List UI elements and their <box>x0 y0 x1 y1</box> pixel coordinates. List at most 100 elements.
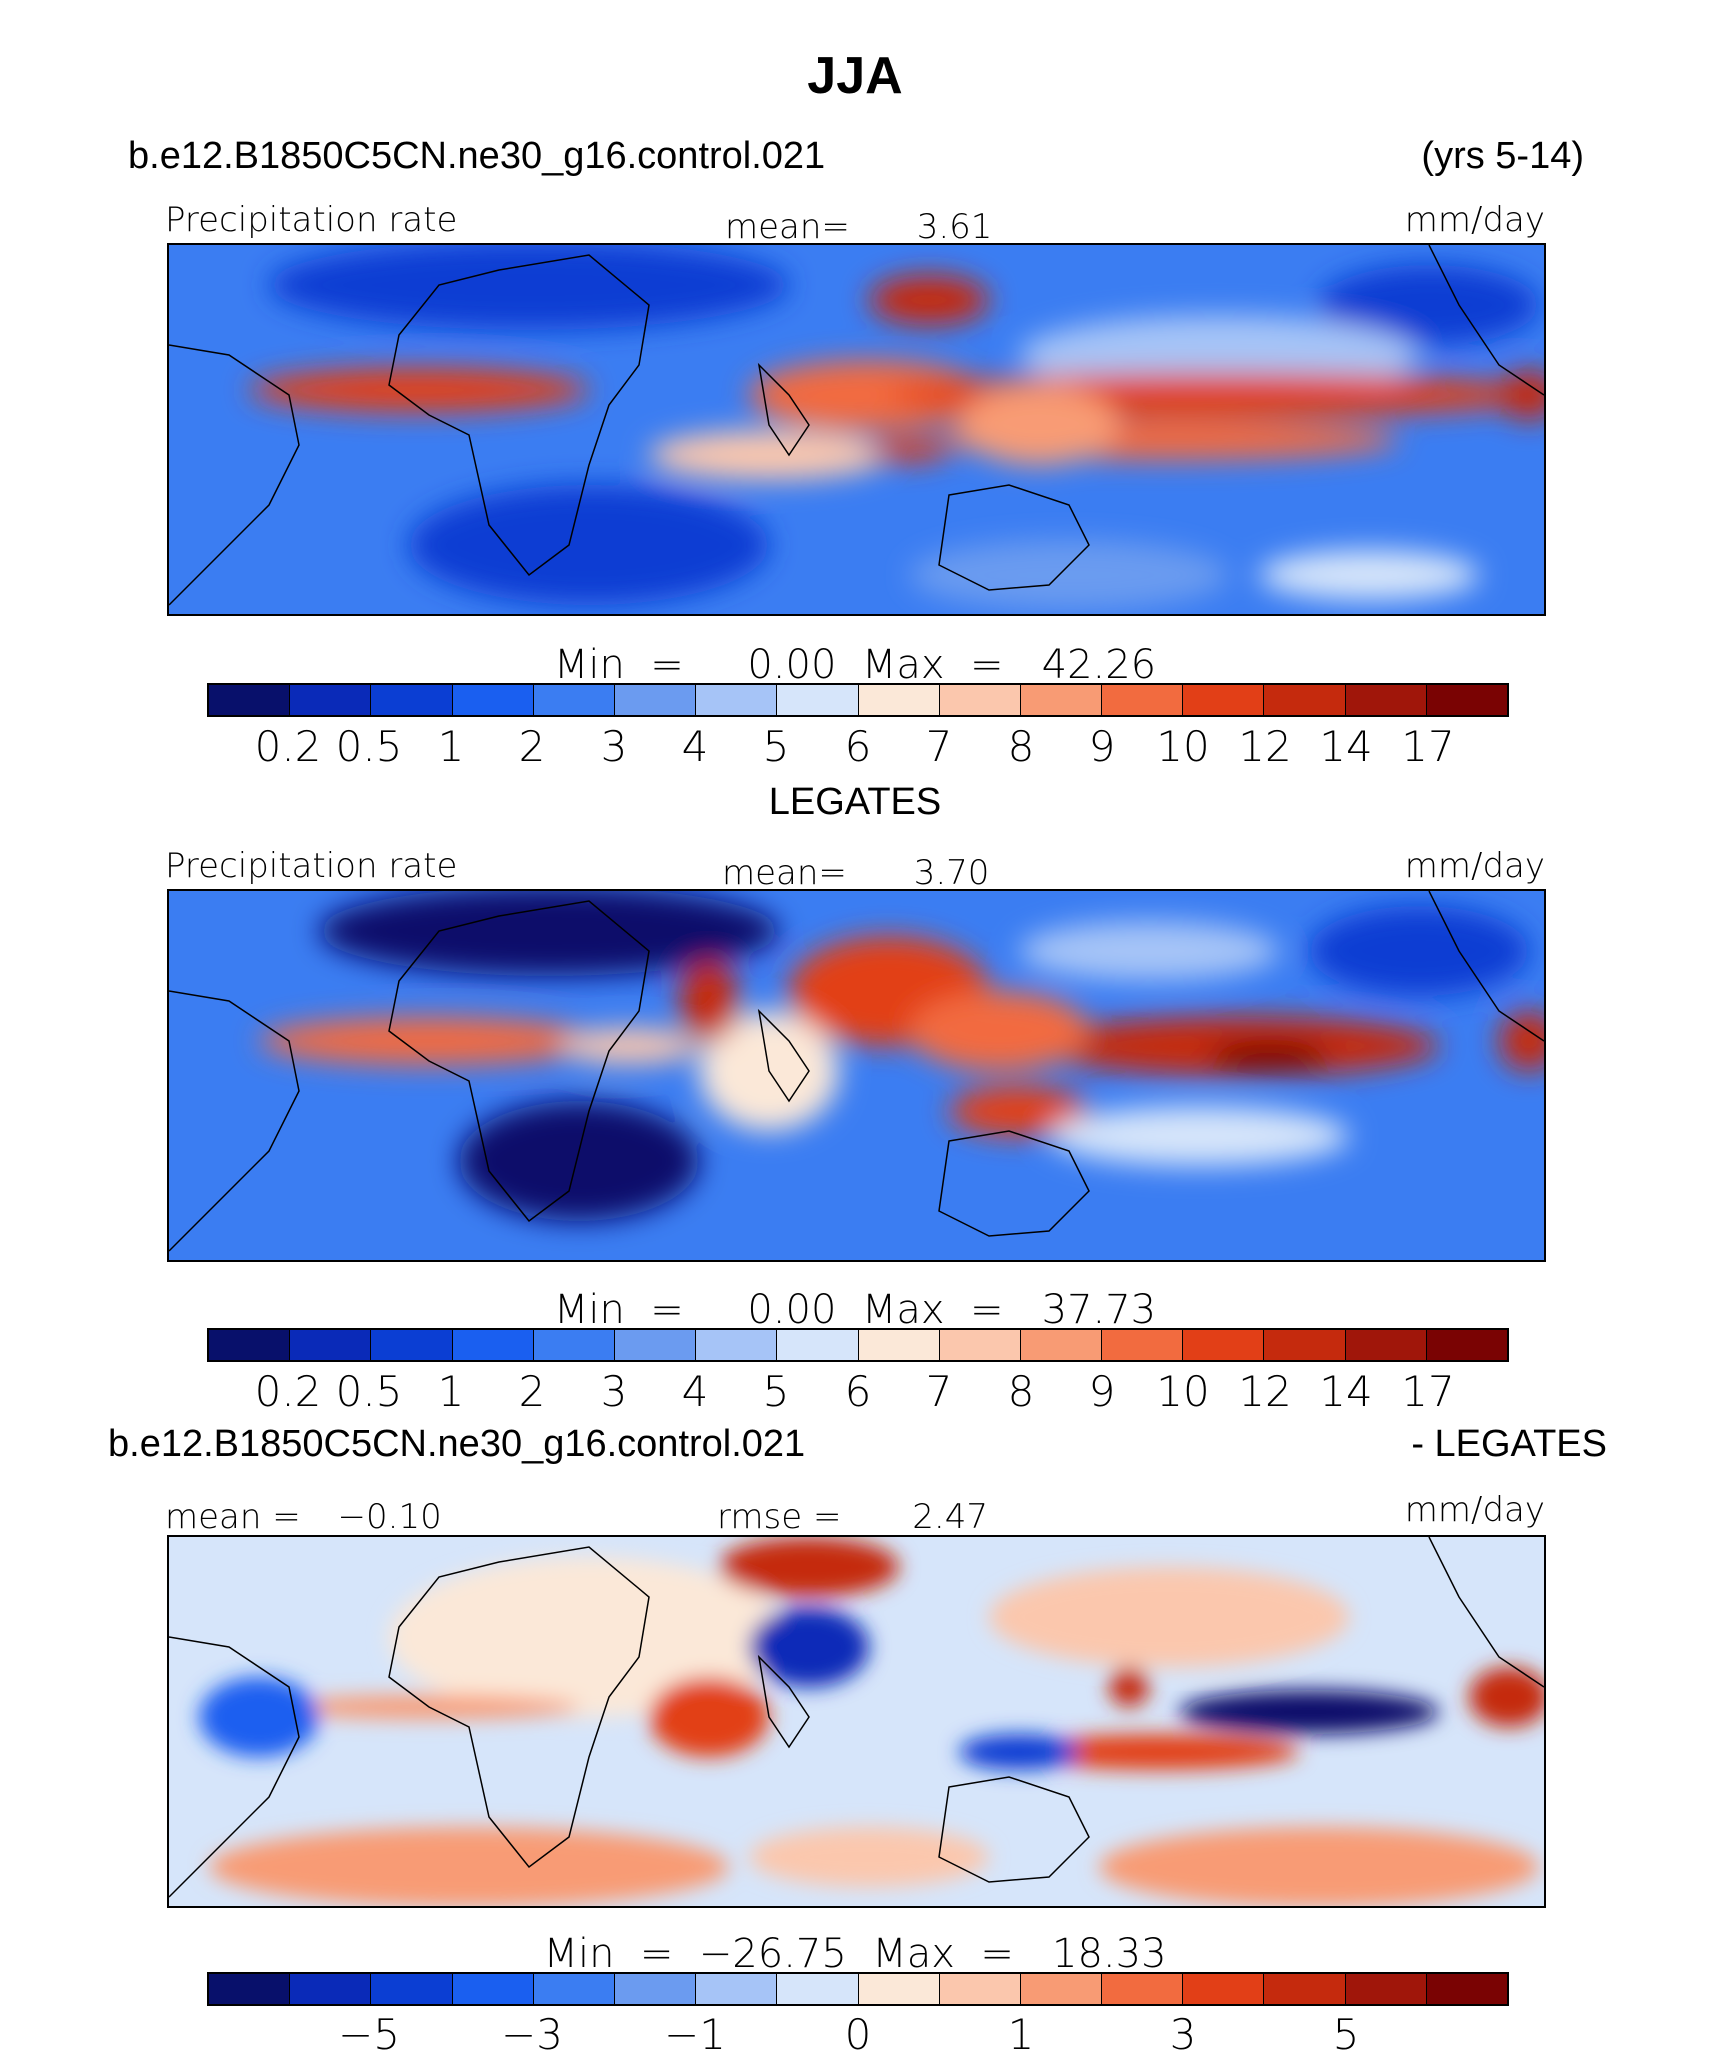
difference-field <box>169 1537 1544 1906</box>
colorbar-swatch <box>858 685 940 715</box>
colorbar-swatch <box>1102 1330 1184 1360</box>
colorbar-swatch <box>777 1330 859 1360</box>
case-name-label: b.e12.B1850C5CN.ne30_g16.control.021 <box>108 1423 806 1465</box>
colorbar-swatch <box>1264 1330 1346 1360</box>
colorbar-swatch <box>290 1974 372 2004</box>
colorbar-tick: 3 <box>600 722 628 771</box>
difference-map <box>167 1535 1546 1908</box>
units-label: mm/day <box>1404 200 1545 240</box>
colorbar-tick: −3 <box>501 2010 563 2059</box>
colorbar-tick: 1 <box>437 722 465 771</box>
colorbar-swatch <box>1020 685 1103 715</box>
minmax-label: Min = −26.75 Max = 18.33 <box>543 1931 1167 1977</box>
colorbar-swatch <box>614 1974 697 2004</box>
colorbar-tick: 12 <box>1238 1367 1292 1416</box>
colorbar-swatch <box>939 685 1021 715</box>
colorbar-tick: 17 <box>1401 1367 1455 1416</box>
colorbar-tick: 4 <box>681 722 709 771</box>
colorbar-tick: −5 <box>338 2010 400 2059</box>
colorbar-swatch <box>777 685 859 715</box>
colorbar-swatch <box>452 1974 534 2004</box>
colorbar-swatch <box>696 1330 778 1360</box>
colorbar-swatch <box>1345 685 1427 715</box>
colorbar-tick: 9 <box>1088 722 1116 771</box>
colorbar-swatch <box>209 1330 291 1360</box>
colorbar-swatch <box>1020 1330 1103 1360</box>
mean-label: mean = −0.10 <box>165 1500 442 1534</box>
colorbar-ticks: 0.2 0.5 1 2 3 4 5 6 7 8 9 10 12 14 17 <box>0 1367 1710 1417</box>
mean-value: −0.10 <box>337 1497 442 1537</box>
colorbar <box>207 1328 1509 1362</box>
colorbar-swatch <box>452 1330 534 1360</box>
colorbar-tick: 12 <box>1238 722 1292 771</box>
colorbar-tick: 8 <box>1007 1367 1035 1416</box>
colorbar-swatch <box>371 685 453 715</box>
colorbar-swatch <box>371 1330 453 1360</box>
obs-precip-field <box>169 891 1544 1260</box>
colorbar-swatch <box>1264 685 1346 715</box>
colorbar-tick: 6 <box>844 1367 872 1416</box>
colorbar-tick: 0.5 <box>335 722 403 771</box>
colorbar-tick: 0.2 <box>254 722 322 771</box>
rmse-value: 2.47 <box>912 1497 988 1537</box>
colorbar-swatch <box>1183 1974 1265 2004</box>
colorbar-swatch <box>939 1330 1021 1360</box>
model-precip-field <box>169 245 1544 614</box>
colorbar-tick: 14 <box>1319 1367 1373 1416</box>
colorbar-swatch <box>533 1974 615 2004</box>
colorbar-tick: 5 <box>762 1367 790 1416</box>
model-precip-map <box>167 243 1546 616</box>
colorbar-tick: 2 <box>518 1367 546 1416</box>
colorbar-swatch <box>696 1974 778 2004</box>
colorbar-swatch <box>1426 1974 1507 2004</box>
colorbar-swatch <box>209 1974 291 2004</box>
units-label: mm/day <box>1404 846 1545 886</box>
colorbar <box>207 1972 1509 2006</box>
colorbar-swatch <box>614 1330 697 1360</box>
colorbar-swatch <box>533 1330 615 1360</box>
variable-label: Precipitation rate <box>165 200 458 240</box>
colorbar-ticks: −5 −3 −1 0 1 3 5 <box>0 2010 1710 2060</box>
mean-text: mean = <box>165 1497 301 1537</box>
colorbar-swatch <box>533 685 615 715</box>
colorbar-swatch <box>209 685 291 715</box>
obs-precip-map <box>167 889 1546 1262</box>
colorbar-tick: 7 <box>925 1367 953 1416</box>
colorbar-swatch <box>290 685 372 715</box>
mean-label: mean= 3.61 <box>725 210 992 244</box>
colorbar-swatch <box>371 1974 453 2004</box>
colorbar-swatch <box>858 1974 940 2004</box>
colorbar-tick: 2 <box>518 722 546 771</box>
colorbar-tick: 9 <box>1088 1367 1116 1416</box>
colorbar-tick: 0.5 <box>335 1367 403 1416</box>
mean-text: mean= <box>725 207 850 247</box>
colorbar-tick: 1 <box>1007 2010 1035 2059</box>
colorbar-swatch <box>1183 685 1265 715</box>
colorbar-tick: 0.2 <box>254 1367 322 1416</box>
colorbar-swatch <box>1020 1974 1103 2004</box>
colorbar-swatch <box>290 1330 372 1360</box>
colorbar-swatch <box>1183 1330 1265 1360</box>
colorbar-tick: 6 <box>844 722 872 771</box>
colorbar <box>207 683 1509 717</box>
colorbar-tick: 0 <box>844 2010 872 2059</box>
mean-label: mean= 3.70 <box>722 856 989 890</box>
colorbar-swatch <box>1345 1974 1427 2004</box>
figure-title: JJA <box>807 47 903 105</box>
colorbar-swatch <box>1426 1330 1507 1360</box>
colorbar-swatch <box>858 1330 940 1360</box>
colorbar-tick: −1 <box>664 2010 726 2059</box>
colorbar-tick: 4 <box>681 1367 709 1416</box>
years-label: (yrs 5-14) <box>1421 135 1584 177</box>
colorbar-swatch <box>939 1974 1021 2004</box>
colorbar-tick: 10 <box>1156 722 1210 771</box>
case-name-label: b.e12.B1850C5CN.ne30_g16.control.021 <box>128 135 826 177</box>
colorbar-swatch <box>614 685 697 715</box>
colorbar-swatch <box>777 1974 859 2004</box>
mean-value: 3.70 <box>913 853 990 893</box>
colorbar-ticks: 0.2 0.5 1 2 3 4 5 6 7 8 9 10 12 14 17 <box>0 722 1710 772</box>
colorbar-swatch <box>452 685 534 715</box>
mean-value: 3.61 <box>916 207 993 247</box>
colorbar-swatch <box>1426 685 1507 715</box>
colorbar-swatch <box>1345 1330 1427 1360</box>
